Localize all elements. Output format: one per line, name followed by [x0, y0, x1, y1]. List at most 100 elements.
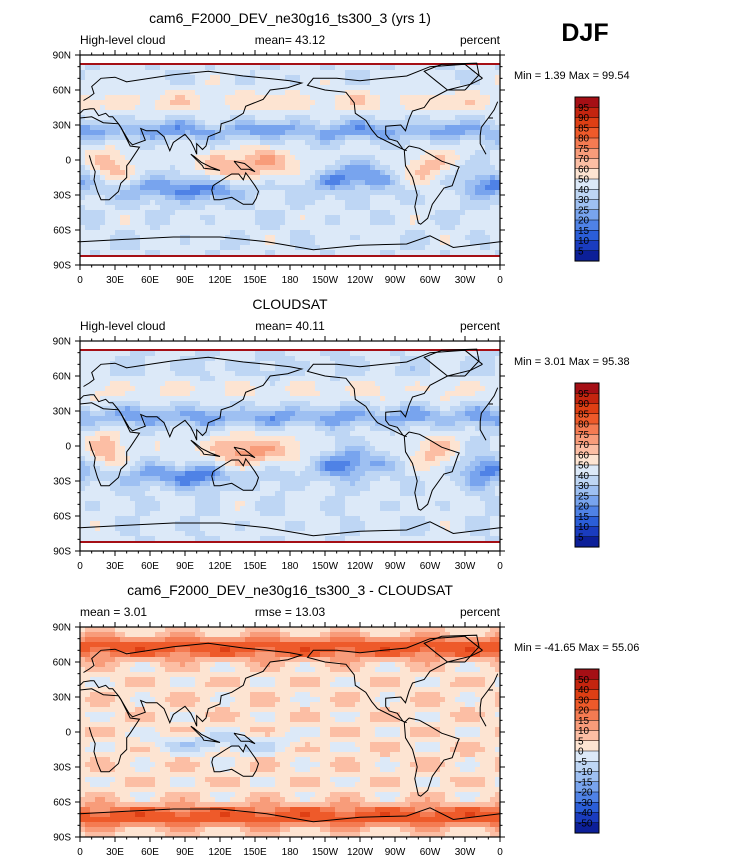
field-cell: [485, 366, 491, 372]
field-cell: [275, 240, 281, 246]
field-cell: [440, 386, 446, 392]
field-cell: [360, 376, 366, 382]
field-cell: [270, 120, 276, 126]
field-cell: [275, 356, 281, 362]
field-cell: [355, 361, 361, 367]
field-cell: [460, 95, 466, 101]
field-cell: [455, 185, 461, 191]
field-cell: [160, 115, 166, 121]
field-cell: [380, 75, 386, 81]
field-cell: [380, 175, 386, 181]
field-cell: [80, 135, 86, 141]
field-cell: [445, 381, 451, 387]
field-cell: [185, 351, 191, 357]
field-cell: [175, 376, 181, 382]
field-cell: [465, 215, 471, 221]
field-cell: [350, 120, 356, 126]
field-cell: [85, 90, 91, 96]
field-cell: [95, 366, 101, 372]
field-cell: [310, 401, 316, 407]
field-cell: [265, 135, 271, 141]
field-cell: [180, 371, 186, 377]
field-cell: [80, 70, 86, 76]
field-cell: [400, 220, 406, 226]
field-cell: [170, 406, 176, 412]
field-cell: [180, 411, 186, 417]
field-cell: [375, 401, 381, 407]
field-cell: [195, 391, 201, 397]
field-cell: [140, 366, 146, 372]
field-cell: [155, 371, 161, 377]
field-cell: [470, 165, 476, 171]
field-cell: [445, 366, 451, 372]
field-cell: [455, 95, 461, 101]
field-cell: [265, 381, 271, 387]
field-cell: [470, 210, 476, 216]
field-cell: [240, 366, 246, 372]
field-cell: [370, 165, 376, 171]
field-cell: [375, 185, 381, 191]
field-cell: [400, 110, 406, 116]
field-cell: [305, 160, 311, 166]
field-cell: [475, 155, 481, 161]
field-cell: [320, 411, 326, 417]
field-cell: [105, 145, 111, 151]
field-cell: [165, 195, 171, 201]
field-cell: [410, 110, 416, 116]
field-cell: [285, 381, 291, 387]
field-cell: [490, 120, 496, 126]
field-cell: [425, 371, 431, 377]
field-cell: [130, 210, 136, 216]
field-cell: [205, 115, 211, 121]
field-cell: [305, 170, 311, 176]
field-cell: [425, 70, 431, 76]
field-cell: [160, 250, 166, 256]
field-cell: [205, 406, 211, 412]
field-cell: [205, 145, 211, 151]
field-cell: [145, 165, 151, 171]
field-cell: [100, 391, 106, 397]
field-cell: [355, 160, 361, 166]
field-cell: [270, 225, 276, 231]
field-cell: [110, 110, 116, 116]
field-cell: [405, 250, 411, 256]
field-cell: [450, 150, 456, 156]
field-cell: [225, 145, 231, 151]
field-cell: [295, 396, 301, 402]
field-cell: [390, 250, 396, 256]
field-cell: [145, 406, 151, 412]
field-cell: [470, 406, 476, 412]
field-cell: [170, 190, 176, 196]
field-cell: [130, 401, 136, 407]
field-cell: [165, 240, 171, 246]
field-cell: [485, 250, 491, 256]
field-cell: [90, 366, 96, 372]
field-cell: [255, 95, 261, 101]
field-cell: [90, 90, 96, 96]
field-cell: [300, 185, 306, 191]
field-cell: [130, 65, 136, 71]
field-cell: [100, 130, 106, 136]
field-cell: [360, 250, 366, 256]
field-cell: [465, 120, 471, 126]
field-cell: [115, 160, 121, 166]
field-cell: [395, 361, 401, 367]
field-cell: [430, 195, 436, 201]
field-cell: [390, 170, 396, 176]
field-cell: [355, 381, 361, 387]
field-cell: [245, 140, 251, 146]
field-cell: [245, 225, 251, 231]
field-cell: [170, 250, 176, 256]
colorbar-label: 15: [578, 226, 590, 237]
field-cell: [445, 250, 451, 256]
field-cell: [335, 200, 341, 206]
field-cell: [240, 75, 246, 81]
field-cell: [415, 115, 421, 121]
field-cell: [165, 115, 171, 121]
field-cell: [195, 180, 201, 186]
field-cell: [280, 90, 286, 96]
field-cell: [315, 396, 321, 402]
field-cell: [375, 381, 381, 387]
field-cell: [375, 195, 381, 201]
field-cell: [95, 125, 101, 131]
